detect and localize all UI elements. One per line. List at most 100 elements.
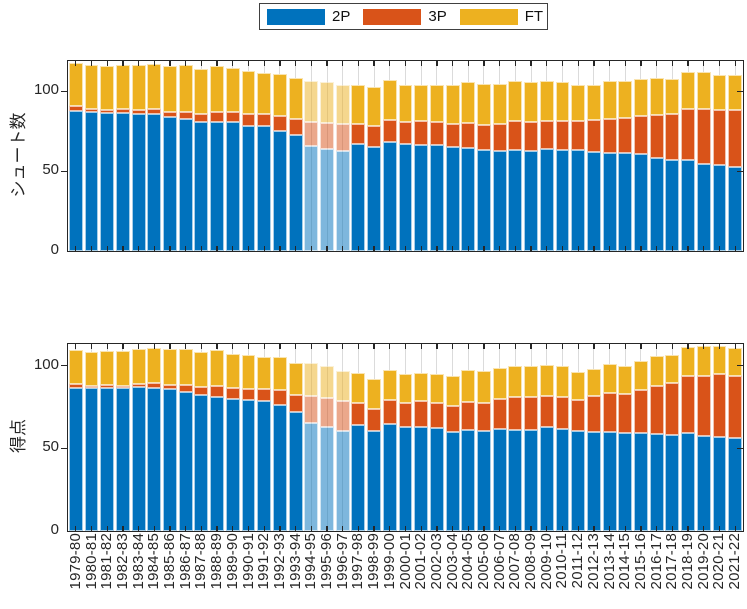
bar-segment-2p	[665, 159, 680, 251]
x-tick-label-1994-95: 1994-95	[302, 533, 320, 590]
bar-segment-2p	[571, 431, 586, 531]
x-tick	[734, 61, 736, 66]
stacked-bar-2011-12	[571, 344, 586, 531]
stacked-bar-2021-22	[728, 344, 743, 531]
bar-segment-ft	[445, 85, 460, 124]
bar-segment-3p	[665, 113, 680, 160]
bar-segment-3p	[257, 114, 272, 127]
bar-segment-ft	[461, 81, 476, 123]
bar-segment-2p	[335, 151, 350, 251]
x-tick	[530, 526, 532, 531]
x-tick	[404, 246, 407, 251]
bar-segment-3p	[163, 111, 177, 118]
bar-segment-3p	[445, 123, 460, 148]
legend-item-ft: FT	[459, 8, 543, 25]
bar-segment-ft	[131, 348, 146, 385]
bar-segment-3p	[178, 385, 193, 393]
bar-segment-3p	[681, 376, 695, 433]
bar-segment-2p	[257, 401, 272, 531]
bar-segment-3p	[728, 110, 743, 167]
bar-segment-2p	[634, 154, 648, 251]
bar-segment-3p	[492, 123, 507, 151]
stacked-bar-1998-99	[367, 344, 382, 531]
x-tick-label-1988-89: 1988-89	[208, 533, 226, 590]
bar-segment-ft	[429, 84, 444, 122]
stacked-bar-2009-10	[539, 61, 554, 251]
bar-segment-3p	[586, 120, 601, 153]
x-tick	[373, 526, 375, 531]
x-tick-label-1992-93: 1992-93	[270, 533, 288, 590]
x-tick	[310, 61, 312, 66]
bar-segment-3p	[241, 388, 256, 401]
stacked-bar-1985-86	[163, 61, 177, 251]
bar-segment-ft	[335, 370, 350, 401]
x-tick	[310, 526, 312, 531]
stacked-bar-1982-83	[115, 61, 130, 251]
x-tick	[451, 61, 454, 66]
x-tick	[718, 344, 721, 349]
x-tick	[718, 246, 721, 251]
x-tick	[671, 344, 673, 349]
x-tick-label-2001-02: 2001-02	[412, 533, 430, 590]
bar-segment-3p	[100, 109, 115, 114]
bar-segment-ft	[571, 85, 586, 122]
bar-segment-2p	[696, 163, 711, 251]
stacked-bar-2016-17	[649, 344, 664, 531]
bar-segment-3p	[665, 382, 680, 435]
x-tick	[106, 526, 108, 531]
stacked-bar-2002-03	[429, 61, 444, 251]
x-tick	[389, 246, 391, 251]
y-tick	[61, 90, 67, 92]
stacked-bar-2020-21	[712, 344, 727, 531]
bar-segment-ft	[288, 363, 303, 396]
x-tick	[514, 246, 517, 251]
bar-segment-ft	[665, 78, 680, 114]
x-tick	[232, 344, 234, 349]
bar-segment-2p	[225, 399, 240, 531]
bar-segment-ft	[241, 71, 256, 115]
bar-segment-3p	[508, 396, 523, 430]
x-tick	[703, 246, 705, 251]
bar-segment-ft	[681, 347, 695, 377]
x-tick	[75, 344, 77, 349]
bar-segment-ft	[288, 78, 303, 120]
stacked-bar-1999-00	[382, 61, 397, 251]
bar-segment-ft	[241, 355, 256, 389]
x-tick	[247, 61, 250, 66]
x-tick	[687, 344, 689, 349]
bar-segment-3p	[634, 115, 648, 155]
x-tick	[389, 526, 391, 531]
x-tick	[483, 246, 485, 251]
x-tick-label-1989-90: 1989-90	[223, 533, 241, 590]
x-tick	[499, 526, 501, 531]
x-tick	[577, 61, 579, 66]
x-tick	[263, 526, 265, 531]
x-tick	[687, 526, 689, 531]
stacked-bar-2015-16	[634, 61, 648, 251]
bar-segment-3p	[68, 383, 83, 388]
bar-segment-ft	[194, 351, 209, 388]
x-tick	[357, 344, 360, 349]
x-tick-label-2021-22: 2021-22	[726, 533, 744, 590]
x-tick	[703, 526, 705, 531]
y-tick	[737, 447, 743, 449]
bar-segment-ft	[649, 77, 664, 115]
bar-segment-2p	[335, 430, 350, 531]
stacked-bar-2016-17	[649, 61, 664, 251]
x-tick	[436, 61, 438, 66]
bar-segment-3p	[602, 118, 617, 153]
legend-swatch-ft	[459, 8, 518, 25]
bar-segment-ft	[477, 83, 491, 125]
x-tick-label-2008-09: 2008-09	[522, 533, 540, 590]
stacked-bar-2010-11	[555, 344, 570, 531]
x-tick	[326, 246, 328, 251]
x-tick	[122, 61, 124, 66]
x-tick	[499, 61, 501, 66]
bar-segment-ft	[524, 82, 539, 122]
x-tick	[467, 344, 469, 349]
x-tick	[703, 344, 705, 349]
x-tick	[342, 526, 344, 531]
bar-segment-2p	[288, 134, 303, 251]
x-tick-label-2017-18: 2017-18	[663, 533, 681, 590]
